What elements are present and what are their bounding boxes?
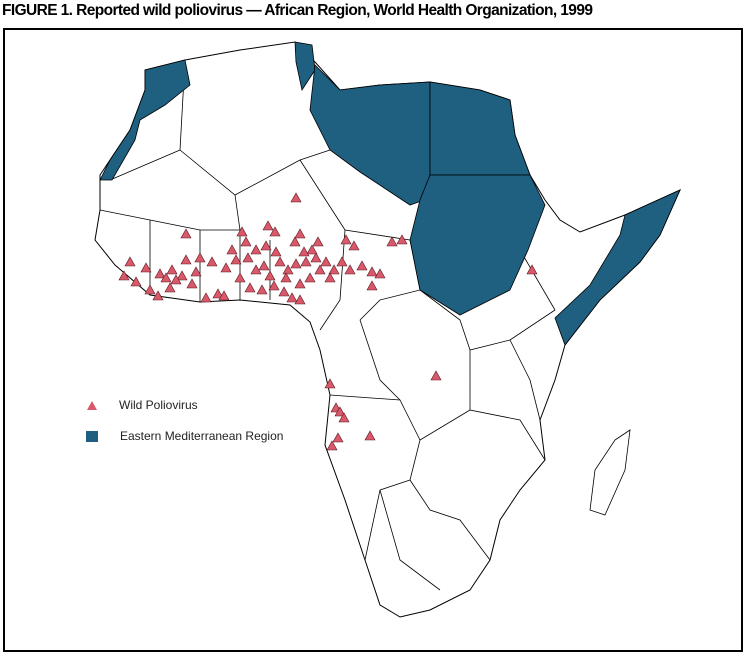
poliovirus-case-marker	[200, 292, 212, 303]
poliovirus-case-marker	[190, 266, 202, 277]
poliovirus-case-marker	[324, 378, 336, 389]
square-icon	[86, 430, 98, 442]
poliovirus-case-marker	[294, 278, 306, 289]
poliovirus-case-marker	[264, 270, 276, 281]
poliovirus-case-marker	[334, 406, 346, 417]
poliovirus-case-marker	[160, 272, 172, 283]
poliovirus-case-marker	[526, 264, 538, 275]
poliovirus-case-marker	[304, 272, 316, 283]
poliovirus-case-marker	[240, 236, 252, 247]
poliovirus-case-marker	[269, 226, 281, 237]
poliovirus-case-marker	[300, 256, 312, 267]
poliovirus-case-marker	[306, 244, 318, 255]
region-tunisia	[294, 41, 316, 92]
poliovirus-case-marker	[289, 236, 301, 247]
poliovirus-case-marker	[286, 292, 298, 303]
poliovirus-case-marker	[212, 288, 224, 299]
poliovirus-case-marker	[268, 280, 280, 291]
poliovirus-case-marker	[312, 236, 324, 247]
poliovirus-case-marker	[130, 276, 142, 287]
poliovirus-case-marker	[260, 240, 272, 251]
poliovirus-case-marker	[366, 266, 378, 277]
wild-poliovirus-markers	[118, 192, 538, 451]
poliovirus-case-marker	[396, 234, 408, 245]
poliovirus-case-marker	[154, 268, 166, 279]
poliovirus-case-marker	[118, 270, 130, 281]
poliovirus-case-marker	[280, 272, 292, 283]
poliovirus-case-marker	[124, 256, 136, 267]
poliovirus-case-marker	[366, 280, 378, 291]
figure-title: FIGURE 1. Reported wild poliovirus — Afr…	[2, 2, 593, 19]
poliovirus-case-marker	[290, 258, 302, 269]
poliovirus-case-marker	[176, 270, 188, 281]
poliovirus-case-marker	[294, 294, 306, 305]
poliovirus-case-marker	[230, 254, 242, 265]
poliovirus-case-marker	[348, 240, 360, 251]
poliovirus-case-marker	[340, 234, 352, 245]
poliovirus-case-marker	[220, 262, 232, 273]
poliovirus-case-marker	[234, 272, 246, 283]
legend-item-wild-poliovirus: Wild Poliovirus	[86, 398, 198, 412]
poliovirus-case-marker	[218, 290, 230, 301]
poliovirus-case-marker	[152, 290, 164, 301]
poliovirus-case-marker	[364, 430, 376, 441]
poliovirus-case-marker	[278, 286, 290, 297]
poliovirus-case-marker	[332, 432, 344, 443]
poliovirus-case-marker	[242, 252, 254, 263]
poliovirus-case-marker	[206, 256, 218, 267]
poliovirus-case-marker	[344, 264, 356, 275]
poliovirus-case-marker	[294, 228, 306, 239]
poliovirus-case-marker	[258, 260, 270, 271]
poliovirus-case-marker	[180, 228, 192, 239]
poliovirus-case-marker	[336, 256, 348, 267]
poliovirus-case-marker	[180, 254, 192, 265]
poliovirus-case-marker	[290, 192, 302, 203]
poliovirus-case-marker	[194, 252, 206, 263]
legend-item-emr: Eastern Mediterranean Region	[86, 429, 283, 443]
poliovirus-case-marker	[226, 244, 238, 255]
poliovirus-case-marker	[140, 262, 152, 273]
poliovirus-case-marker	[298, 246, 310, 257]
poliovirus-case-marker	[326, 440, 338, 451]
island-madagascar	[589, 429, 631, 516]
triangle-icon	[87, 400, 97, 410]
poliovirus-case-marker	[314, 264, 326, 275]
country-borders	[99, 59, 556, 591]
region-somalia-djibouti	[554, 189, 681, 346]
region-morocco-western-sahara	[99, 59, 191, 181]
poliovirus-case-marker	[262, 220, 274, 231]
poliovirus-case-marker	[164, 282, 176, 293]
poliovirus-case-marker	[386, 236, 398, 247]
poliovirus-case-marker	[338, 412, 350, 423]
poliovirus-case-marker	[356, 260, 368, 271]
poliovirus-case-marker	[270, 246, 282, 257]
poliovirus-case-marker	[310, 252, 322, 263]
poliovirus-case-marker	[250, 244, 262, 255]
poliovirus-case-marker	[186, 278, 198, 289]
poliovirus-case-marker	[274, 256, 286, 267]
poliovirus-case-marker	[166, 264, 178, 275]
poliovirus-case-marker	[244, 282, 256, 293]
legend-label: Eastern Mediterranean Region	[120, 429, 284, 443]
legend-label: Wild Poliovirus	[119, 398, 198, 412]
poliovirus-case-marker	[324, 272, 336, 283]
region-sudan	[409, 174, 546, 316]
poliovirus-case-marker	[256, 284, 268, 295]
poliovirus-case-marker	[320, 256, 332, 267]
poliovirus-case-marker	[250, 264, 262, 275]
poliovirus-case-marker	[328, 264, 340, 275]
poliovirus-case-marker	[144, 284, 156, 295]
poliovirus-case-marker	[236, 226, 248, 237]
poliovirus-case-marker	[430, 370, 442, 381]
poliovirus-case-marker	[170, 274, 182, 285]
poliovirus-case-marker	[282, 264, 294, 275]
map-frame	[3, 28, 743, 652]
region-egypt	[429, 81, 531, 176]
poliovirus-case-marker	[374, 268, 386, 279]
